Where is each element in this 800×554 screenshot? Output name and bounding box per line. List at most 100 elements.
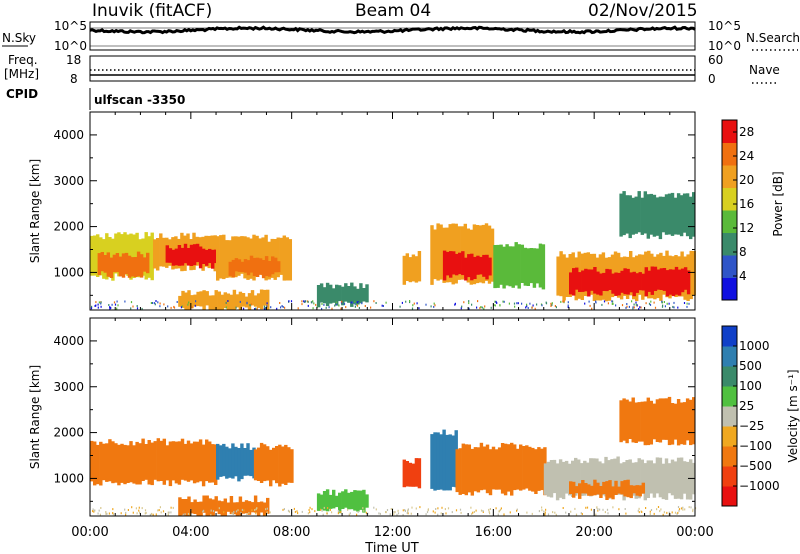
- heatmap-cell: [519, 444, 523, 491]
- heatmap-cell: [106, 512, 108, 515]
- heatmap-cell: [625, 512, 627, 515]
- heatmap-cell: [640, 401, 645, 442]
- heatmap-cell: [442, 429, 446, 491]
- heatmap-cell: [184, 292, 188, 310]
- heatmap-cell: [649, 510, 651, 513]
- heatmap-cell: [393, 511, 395, 514]
- heatmap-cell: [365, 511, 367, 514]
- heatmap-cell: [606, 508, 609, 511]
- heatmap-cell: [135, 507, 137, 510]
- heatmap-cell: [262, 444, 267, 482]
- heatmap-cell: [612, 300, 614, 303]
- heatmap-cell: [261, 260, 266, 279]
- heatmap-cell: [631, 397, 635, 443]
- heatmap-cell: [544, 511, 546, 514]
- heatmap-cell: [195, 243, 200, 263]
- heatmap-cell: [692, 397, 696, 445]
- heatmap-cell: [624, 508, 626, 510]
- heatmap-cell: [321, 307, 323, 310]
- heatmap-cell: [269, 511, 271, 514]
- heatmap-cell: [162, 510, 165, 513]
- heatmap-cell: [243, 509, 245, 512]
- heatmap-cell: [638, 485, 642, 497]
- heatmap-cell: [211, 249, 215, 269]
- heatmap-cell: [316, 285, 321, 308]
- heatmap-cell: [136, 307, 139, 310]
- colorbar-swatch: [722, 366, 737, 387]
- heatmap-cell: [482, 446, 487, 490]
- heatmap-cell: [661, 300, 663, 303]
- heatmap-cell: [189, 443, 194, 481]
- heatmap-cell: [307, 512, 309, 515]
- heatmap-cell: [378, 512, 380, 515]
- heatmap-cell: [208, 295, 212, 310]
- heatmap-cell: [526, 511, 528, 514]
- heatmap-cell: [131, 506, 133, 509]
- heatmap-cell: [662, 268, 667, 291]
- cpid-value: ulfscan -3350: [94, 93, 185, 107]
- heatmap-cell: [310, 301, 312, 304]
- heatmap-cell: [411, 506, 413, 509]
- heatmap-cell: [468, 300, 470, 303]
- heatmap-cell: [240, 261, 245, 272]
- heatmap-cell: [638, 308, 640, 310]
- heatmap-cell: [449, 251, 453, 278]
- heatmap-cell: [516, 509, 518, 512]
- heatmap-cell: [599, 508, 601, 511]
- nsearch-tick-bottom: 10^0: [708, 39, 741, 53]
- heatmap-cell: [664, 305, 666, 308]
- heatmap-cell: [595, 458, 599, 495]
- heatmap-cell: [476, 306, 478, 309]
- heatmap-cell: [667, 193, 672, 235]
- freq-tick-top: 18: [66, 53, 81, 67]
- colorbar-swatch: [722, 187, 737, 211]
- heatmap-cell: [412, 304, 414, 307]
- heatmap-cell: [255, 307, 257, 310]
- heatmap-cell: [676, 193, 681, 235]
- heatmap-cell: [634, 196, 638, 234]
- heatmap-cell: [636, 304, 638, 307]
- heatmap-cell: [180, 306, 182, 309]
- velocity-colorbar: 1000 500 100 25 −25 −100 −500 −1000: [721, 325, 780, 507]
- heatmap-cell: [663, 511, 665, 514]
- heatmap-cell: [385, 511, 387, 514]
- heatmap-cell: [97, 512, 99, 515]
- heatmap-cell: [574, 457, 578, 496]
- heatmap-cell: [414, 256, 419, 283]
- heatmap-cell: [265, 513, 267, 516]
- y-tick-label: 2000: [53, 426, 84, 440]
- heatmap-cell: [406, 512, 408, 514]
- heatmap-cell: [682, 402, 687, 445]
- heatmap-cell: [650, 300, 652, 303]
- heatmap-cell: [692, 192, 696, 237]
- heatmap-cell: [491, 446, 496, 490]
- colorbar-tick-label: 28: [739, 125, 754, 139]
- heatmap-cell: [434, 304, 436, 307]
- heatmap-cell: [546, 461, 551, 497]
- heatmap-cell: [668, 511, 670, 514]
- heatmap-cell: [162, 438, 167, 485]
- heatmap-cell: [634, 402, 638, 443]
- heatmap-cell: [186, 248, 191, 266]
- heatmap-cell: [430, 434, 434, 489]
- heatmap-cell: [676, 512, 678, 515]
- heatmap-cell: [595, 513, 597, 516]
- heatmap-cell: [479, 307, 481, 310]
- heatmap-cell: [493, 304, 495, 306]
- heatmap-cell: [497, 513, 499, 516]
- heatmap-cell: [551, 303, 553, 306]
- heatmap-cell: [190, 502, 194, 514]
- heatmap-cell: [534, 307, 536, 310]
- heatmap-cell: [225, 306, 227, 309]
- heatmap-cell: [589, 304, 591, 307]
- heatmap-cell: [157, 509, 159, 512]
- heatmap-cell: [307, 304, 309, 307]
- heatmap-cell: [454, 223, 458, 284]
- heatmap-cell: [658, 457, 663, 498]
- heatmap-cell: [678, 508, 681, 511]
- heatmap-cell: [105, 511, 107, 513]
- heatmap-cell: [235, 294, 240, 308]
- heatmap-cell: [520, 244, 525, 283]
- heatmap-cell: [341, 286, 345, 306]
- heatmap-cell: [517, 244, 521, 289]
